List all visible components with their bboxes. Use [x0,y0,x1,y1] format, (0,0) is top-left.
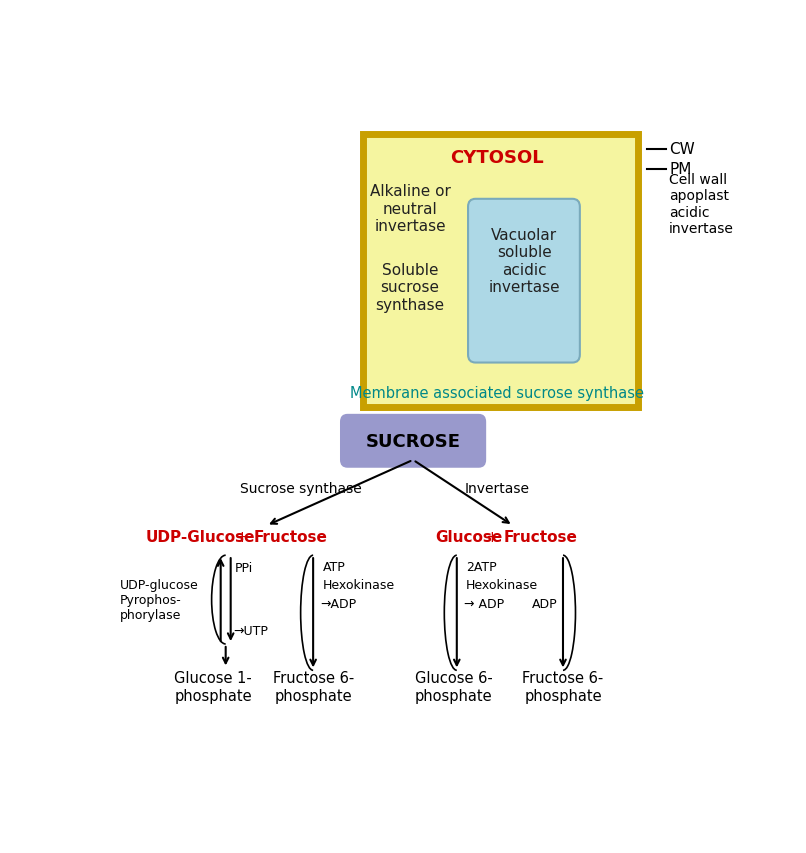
Text: SUCROSE: SUCROSE [366,432,460,450]
Text: ADP: ADP [532,597,558,610]
Text: UDP-glucose
Pyrophos-
phorylase: UDP-glucose Pyrophos- phorylase [119,578,198,622]
Text: 2ATP: 2ATP [466,560,496,573]
Text: →ADP: →ADP [321,597,357,610]
Text: Fructose 6-
phosphate: Fructose 6- phosphate [522,670,604,703]
FancyBboxPatch shape [363,135,638,408]
Text: CW: CW [669,142,695,157]
Text: Membrane associated sucrose synthase: Membrane associated sucrose synthase [351,386,645,401]
Text: Glucose 1-
phosphate: Glucose 1- phosphate [174,670,252,703]
Text: Fructose 6-
phosphate: Fructose 6- phosphate [272,670,354,703]
FancyBboxPatch shape [340,415,486,468]
Text: PM: PM [669,162,692,177]
Text: UDP-Glucose: UDP-Glucose [146,530,256,545]
Text: Invertase: Invertase [465,482,530,496]
Text: Cell wall
apoplast
acidic
invertase: Cell wall apoplast acidic invertase [669,173,734,235]
Text: Vacuolar
soluble
acidic
invertase: Vacuolar soluble acidic invertase [488,228,560,295]
Text: Glucose: Glucose [435,530,502,545]
Text: Soluble
sucrose
synthase: Soluble sucrose synthase [376,263,445,312]
Text: Fructose: Fructose [253,530,327,545]
Text: Fructose: Fructose [504,530,578,545]
Text: CYTOSOL: CYTOSOL [451,149,544,167]
Text: →UTP: →UTP [233,624,268,637]
Text: +: + [485,530,498,545]
Text: Sucrose synthase: Sucrose synthase [239,482,362,496]
Text: Glucose 6-
phosphate: Glucose 6- phosphate [415,670,492,703]
Text: Hexokinase: Hexokinase [466,578,538,592]
Text: Hexokinase: Hexokinase [322,578,395,592]
FancyBboxPatch shape [468,200,580,363]
Text: ATP: ATP [322,560,345,573]
Text: +: + [235,530,247,545]
Text: Alkaline or
neutral
invertase: Alkaline or neutral invertase [369,184,451,234]
Text: PPi: PPi [235,561,253,574]
Text: → ADP: → ADP [464,597,505,610]
